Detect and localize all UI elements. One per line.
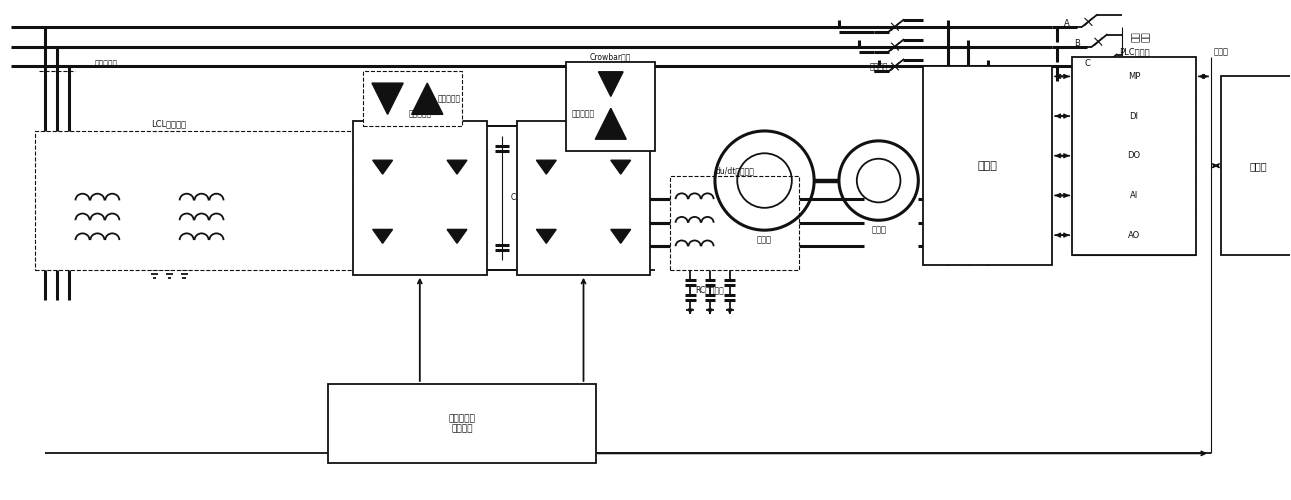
Polygon shape bbox=[599, 72, 624, 96]
Bar bbox=[363, 72, 462, 126]
Bar bbox=[352, 121, 487, 275]
Text: 并网开关: 并网开关 bbox=[869, 62, 888, 71]
Text: MP: MP bbox=[1128, 72, 1140, 81]
Bar bbox=[328, 384, 596, 464]
Text: C: C bbox=[1084, 59, 1090, 68]
Polygon shape bbox=[611, 230, 630, 243]
Text: A: A bbox=[1064, 20, 1070, 28]
Bar bbox=[35, 131, 352, 270]
Text: 网侧接触器: 网侧接触器 bbox=[96, 59, 117, 68]
Polygon shape bbox=[447, 230, 467, 243]
Text: 励磁变流器
的控制器: 励磁变流器 的控制器 bbox=[448, 414, 475, 434]
Text: 发电机: 发电机 bbox=[757, 236, 772, 244]
Text: 上位机: 上位机 bbox=[1250, 160, 1266, 170]
Polygon shape bbox=[447, 160, 467, 174]
Polygon shape bbox=[536, 230, 556, 243]
Text: 机侧变流器: 机侧变流器 bbox=[572, 110, 595, 118]
Text: 以太网: 以太网 bbox=[1214, 47, 1229, 56]
Text: AI: AI bbox=[1130, 191, 1139, 200]
Polygon shape bbox=[412, 83, 443, 114]
Text: DO: DO bbox=[1127, 152, 1141, 160]
Polygon shape bbox=[373, 230, 392, 243]
Polygon shape bbox=[611, 160, 630, 174]
Text: LCL滤波电路: LCL滤波电路 bbox=[151, 120, 186, 128]
Polygon shape bbox=[372, 83, 403, 114]
Text: 电动机: 电动机 bbox=[871, 226, 886, 234]
Bar bbox=[516, 121, 651, 275]
Polygon shape bbox=[373, 160, 392, 174]
Text: B: B bbox=[1074, 39, 1081, 48]
Text: du/dt滤波电路: du/dt滤波电路 bbox=[715, 166, 754, 175]
Bar bbox=[670, 176, 799, 270]
Bar bbox=[1221, 76, 1291, 255]
Polygon shape bbox=[595, 108, 626, 139]
Text: PLC控制器: PLC控制器 bbox=[1119, 47, 1149, 56]
Text: 预充电电路: 预充电电路 bbox=[438, 94, 461, 103]
Bar bbox=[567, 62, 656, 151]
Bar bbox=[923, 66, 1052, 265]
Text: 网侧变流器: 网侧变流器 bbox=[408, 110, 431, 118]
Text: C: C bbox=[511, 194, 516, 202]
Text: Crowbar电路: Crowbar电路 bbox=[590, 52, 631, 61]
Polygon shape bbox=[536, 160, 556, 174]
Text: AO: AO bbox=[1128, 230, 1140, 239]
Text: RC滤波电路: RC滤波电路 bbox=[696, 285, 724, 294]
Text: DI: DI bbox=[1130, 112, 1139, 120]
Bar bbox=[1072, 56, 1195, 255]
Text: 交流
电网: 交流 电网 bbox=[1132, 32, 1152, 42]
Text: 变频器: 变频器 bbox=[977, 160, 998, 170]
